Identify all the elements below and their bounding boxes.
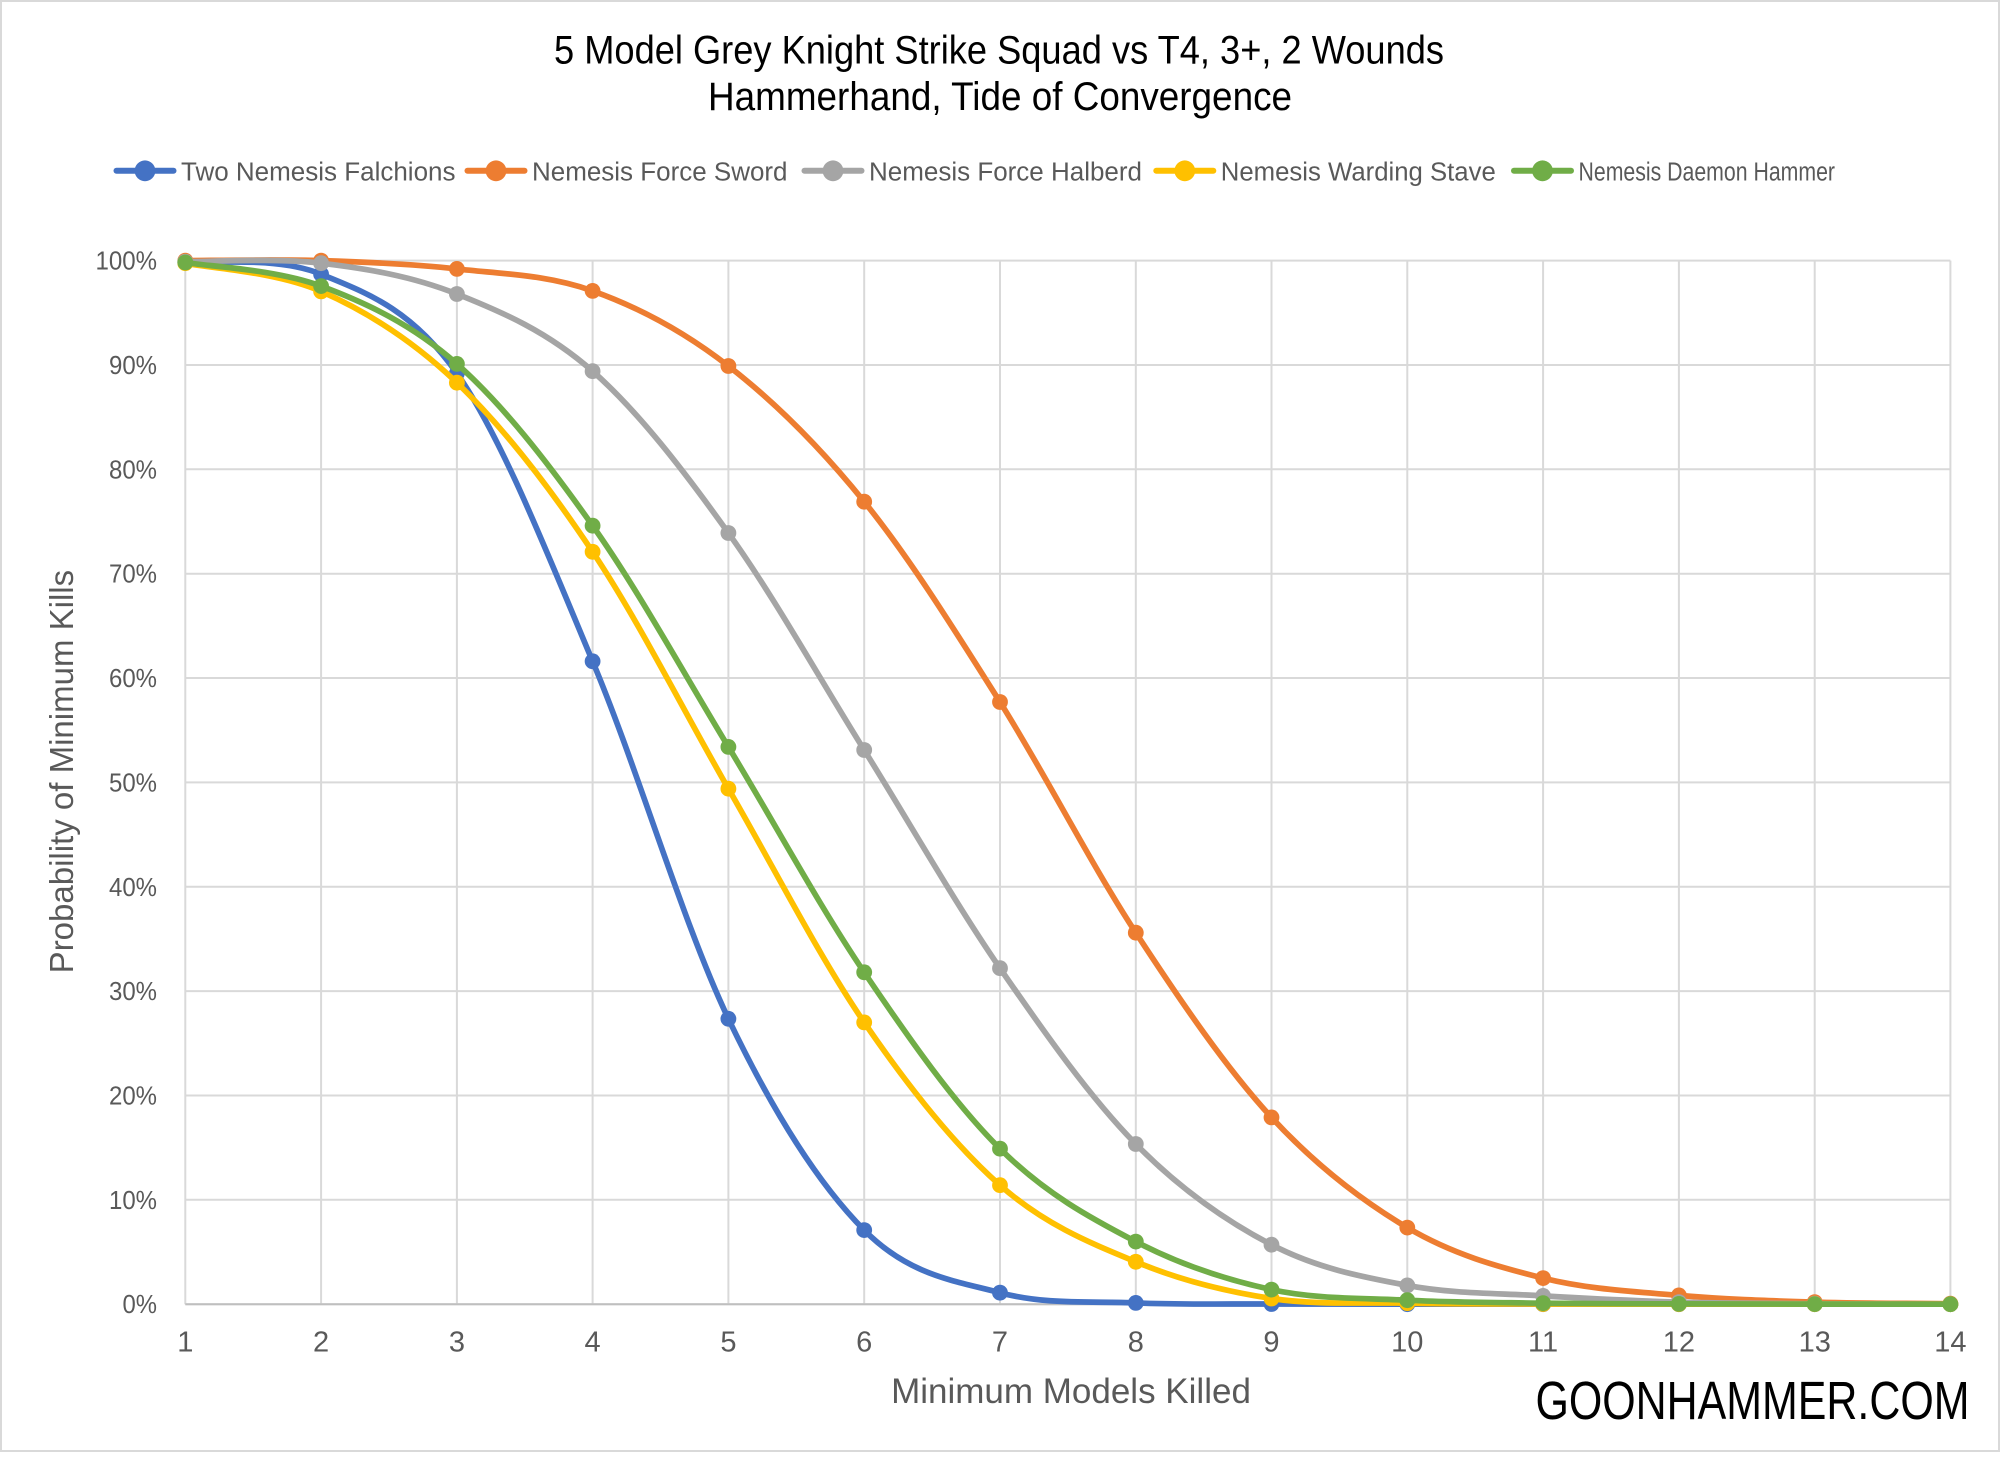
svg-text:5 Model Grey Knight Strike Squ: 5 Model Grey Knight Strike Squad vs T4, … [554, 29, 1444, 73]
svg-text:5: 5 [720, 1327, 736, 1359]
svg-text:Nemesis Warding Stave: Nemesis Warding Stave [1221, 158, 1496, 186]
svg-text:Minimum Models Killed: Minimum Models Killed [891, 1372, 1251, 1411]
svg-text:2: 2 [313, 1327, 329, 1359]
svg-text:50%: 50% [109, 767, 157, 797]
svg-text:40%: 40% [109, 872, 157, 902]
svg-text:10: 10 [1391, 1327, 1423, 1359]
svg-text:Hammerhand, Tide of Convergenc: Hammerhand, Tide of Convergence [708, 75, 1292, 119]
svg-text:Probability of Minimum Kills: Probability of Minimum Kills [43, 570, 80, 973]
svg-text:70%: 70% [109, 559, 157, 589]
svg-text:6: 6 [856, 1327, 872, 1359]
svg-text:Nemesis Force Halberd: Nemesis Force Halberd [869, 158, 1142, 186]
svg-text:GOONHAMMER.COM: GOONHAMMER.COM [1536, 1371, 1970, 1431]
svg-text:10%: 10% [109, 1185, 157, 1215]
svg-text:3: 3 [449, 1327, 465, 1359]
svg-text:11: 11 [1528, 1327, 1558, 1359]
svg-text:80%: 80% [109, 454, 157, 484]
svg-text:Nemesis Daemon Hammer: Nemesis Daemon Hammer [1579, 158, 1836, 186]
svg-text:30%: 30% [109, 976, 157, 1006]
svg-text:20%: 20% [109, 1081, 157, 1111]
svg-text:90%: 90% [109, 350, 157, 380]
svg-text:4: 4 [585, 1327, 601, 1359]
svg-text:13: 13 [1799, 1327, 1831, 1359]
svg-text:60%: 60% [109, 663, 157, 693]
svg-text:100%: 100% [96, 246, 158, 276]
svg-text:9: 9 [1263, 1327, 1279, 1359]
svg-text:0%: 0% [123, 1289, 158, 1319]
svg-text:12: 12 [1663, 1327, 1695, 1359]
svg-text:7: 7 [992, 1327, 1008, 1359]
svg-text:Two Nemesis Falchions: Two Nemesis Falchions [181, 158, 456, 186]
svg-text:1: 1 [177, 1327, 193, 1359]
svg-text:14: 14 [1934, 1327, 1966, 1359]
svg-text:Nemesis Force Sword: Nemesis Force Sword [532, 158, 788, 186]
svg-text:8: 8 [1128, 1327, 1144, 1359]
